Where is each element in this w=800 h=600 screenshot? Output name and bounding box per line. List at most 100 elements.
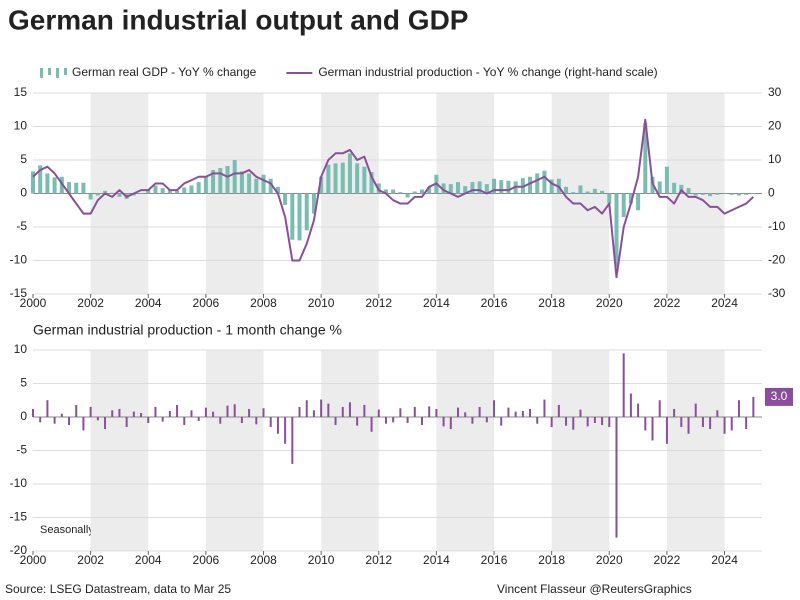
bar [384, 417, 387, 424]
bar [593, 417, 596, 424]
bar [298, 406, 301, 417]
bar [657, 181, 662, 194]
bar [658, 400, 661, 417]
x-tick-label: 2014 [423, 296, 450, 310]
bar [716, 410, 719, 417]
bar [261, 174, 266, 194]
bar [118, 408, 121, 417]
y-tick-label: -10 [10, 476, 28, 490]
bar [686, 188, 691, 194]
y2-tick-label: -10 [768, 219, 786, 233]
y-tick-label: 5 [20, 152, 27, 166]
bar [370, 417, 373, 432]
bar [751, 193, 756, 194]
bar [571, 192, 576, 194]
bar [680, 417, 683, 428]
bar [448, 184, 453, 194]
x-tick-label: 2020 [596, 553, 623, 567]
bar [75, 404, 78, 417]
bar [168, 410, 171, 417]
bar [651, 417, 654, 441]
legend-swatch [64, 68, 67, 75]
bar [506, 180, 511, 194]
x-tick-label: 2012 [365, 296, 392, 310]
bar [427, 186, 432, 194]
y2-tick-label: 20 [768, 119, 782, 133]
bar [673, 408, 676, 417]
bar [255, 417, 258, 425]
bar [211, 170, 216, 194]
bar [629, 393, 632, 417]
bar [31, 171, 35, 194]
bar [218, 168, 223, 194]
bar [636, 193, 641, 211]
bar [82, 417, 85, 431]
x-tick-label: 2022 [654, 553, 681, 567]
bar [672, 182, 677, 194]
bar [340, 162, 345, 194]
bar [111, 410, 114, 417]
y2-tick-label: -30 [768, 286, 786, 300]
bar [369, 172, 374, 194]
bar [140, 412, 143, 417]
bar [485, 417, 488, 423]
bar [637, 403, 640, 417]
y-tick-label: 0 [20, 186, 27, 200]
bar [607, 193, 612, 204]
bar [219, 417, 222, 424]
bar [203, 176, 208, 194]
bar [557, 404, 560, 417]
bar [320, 399, 323, 417]
bar [565, 417, 568, 426]
bar [420, 417, 423, 426]
bar [679, 184, 684, 194]
x-tick-label: 2018 [538, 296, 565, 310]
bar [167, 190, 172, 194]
bar [535, 173, 540, 194]
x-tick-label: 2020 [596, 296, 623, 310]
y2-tick-label: 30 [768, 85, 782, 99]
bar [104, 417, 107, 430]
x-tick-label: 2006 [193, 296, 220, 310]
bar [621, 193, 626, 217]
bar [579, 409, 582, 417]
bar [405, 193, 410, 198]
bar [239, 171, 244, 194]
bar [435, 408, 438, 417]
bar [146, 189, 151, 194]
line [32, 118, 755, 279]
bar [614, 193, 619, 268]
bar [311, 193, 316, 214]
y-tick-label: 0 [20, 409, 27, 423]
bar [161, 417, 164, 422]
x-tick-label: 2002 [77, 296, 104, 310]
y-tick-label: 10 [14, 342, 28, 356]
legend-label: German real GDP - YoY % change [72, 65, 257, 79]
bar [643, 123, 648, 194]
bar [428, 406, 431, 417]
bar [327, 403, 330, 417]
bar [341, 406, 344, 417]
x-tick-label: 2014 [423, 553, 450, 567]
x-tick-label: 2002 [77, 553, 104, 567]
bar [347, 153, 352, 194]
legend-label: German industrial production - YoY % cha… [318, 65, 657, 79]
bar [471, 417, 474, 424]
bar [183, 417, 186, 426]
bar [723, 417, 726, 434]
bar [457, 407, 460, 417]
bar [160, 188, 165, 194]
bar [74, 182, 79, 194]
bar [275, 186, 280, 194]
bar [478, 406, 481, 417]
bar [68, 417, 71, 426]
bar [362, 166, 367, 194]
bar [233, 404, 236, 417]
bar [176, 404, 179, 417]
bar [592, 188, 597, 194]
x-tick-label: 2008 [250, 296, 277, 310]
bar [355, 163, 360, 194]
legend-swatch [40, 68, 43, 78]
bar [601, 417, 604, 426]
bar [268, 178, 273, 194]
